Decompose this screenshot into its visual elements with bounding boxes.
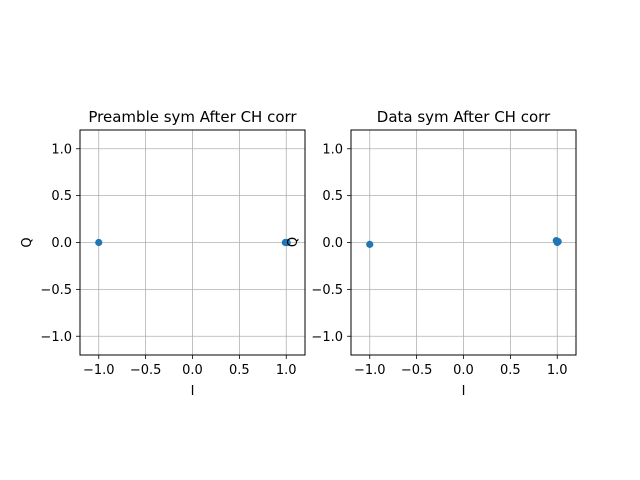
scatter-point	[95, 238, 103, 247]
y-tick-label: 0.5	[322, 189, 343, 204]
y-tick-label: −1.0	[40, 330, 72, 345]
scatter-point	[283, 238, 291, 247]
ticks: −1.0 −0.5 0.0 0.5 1.0 −1.0 −0.5 0.0 0.5 1.0	[311, 142, 567, 378]
x-tick-label: 1.0	[547, 363, 568, 378]
y-tick-label: −0.5	[40, 283, 72, 298]
data-axes: −1.0 −0.5 0.0 0.5 1.0 −1.0 −0.5 0.0 0.5 1.0 Data …	[311, 108, 577, 399]
scatter-points	[95, 238, 291, 247]
preamble-axes: −1.0 −0.5 0.0 0.5 1.0 −1.0 −0.5 0.0 0.5 1.0 Pream…	[20, 108, 306, 399]
x-tick-label: 0.0	[453, 363, 474, 378]
y-tick-label: −0.5	[311, 283, 343, 298]
y-axis-label: Q	[20, 237, 35, 247]
x-tick-label: 1.0	[276, 363, 297, 378]
x-tick-label: 0.0	[182, 363, 203, 378]
y-tick-label: −1.0	[311, 330, 343, 345]
y-tick-label: 1.0	[51, 142, 72, 157]
x-axis-label: I	[462, 384, 466, 399]
x-axis-label: I	[191, 384, 195, 399]
scatter-point	[553, 238, 561, 247]
chart-title: Data sym After CH corr	[377, 108, 551, 126]
x-tick-label: −1.0	[354, 363, 386, 378]
x-tick-label: −0.5	[130, 363, 162, 378]
chart-title: Preamble sym After CH corr	[88, 108, 297, 126]
y-tick-label: 0.0	[51, 236, 72, 251]
x-tick-label: 0.5	[500, 363, 521, 378]
x-tick-label: 0.5	[229, 363, 250, 378]
y-tick-label: 1.0	[322, 142, 343, 157]
scatter-point	[366, 240, 374, 248]
scatter-points	[366, 237, 562, 248]
grid	[351, 130, 576, 355]
y-tick-label: 0.5	[51, 189, 72, 204]
y-tick-label: 0.0	[322, 236, 343, 251]
ticks: −1.0 −0.5 0.0 0.5 1.0 −1.0 −0.5 0.0 0.5 1.0	[40, 142, 296, 378]
x-tick-label: −0.5	[401, 363, 433, 378]
x-tick-label: −1.0	[83, 363, 115, 378]
y-axis-label-overlap: Q	[286, 237, 301, 247]
